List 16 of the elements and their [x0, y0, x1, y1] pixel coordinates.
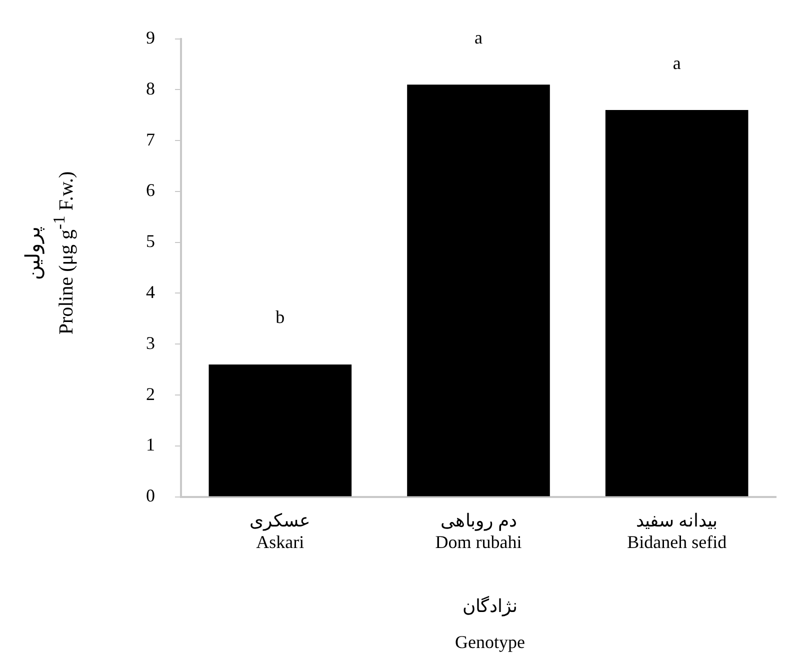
y-tick-label: 4 [146, 282, 155, 302]
y-tick-label: 2 [146, 384, 155, 404]
y-tick-label: 0 [146, 486, 155, 506]
y-tick-label: 3 [146, 332, 155, 353]
bar [605, 110, 748, 496]
y-tick-label: 1 [146, 434, 155, 455]
y-tick-label: 7 [146, 129, 155, 150]
annotation: b [276, 307, 285, 328]
annotation: a [474, 27, 482, 48]
bar [407, 84, 550, 496]
bar [208, 364, 352, 496]
y-tick-label: 9 [146, 28, 155, 48]
y-tick-label: 8 [146, 78, 155, 98]
y-tick-label: 6 [146, 180, 155, 200]
y-tick-label: 5 [146, 231, 155, 252]
annotation: a [672, 52, 681, 73]
